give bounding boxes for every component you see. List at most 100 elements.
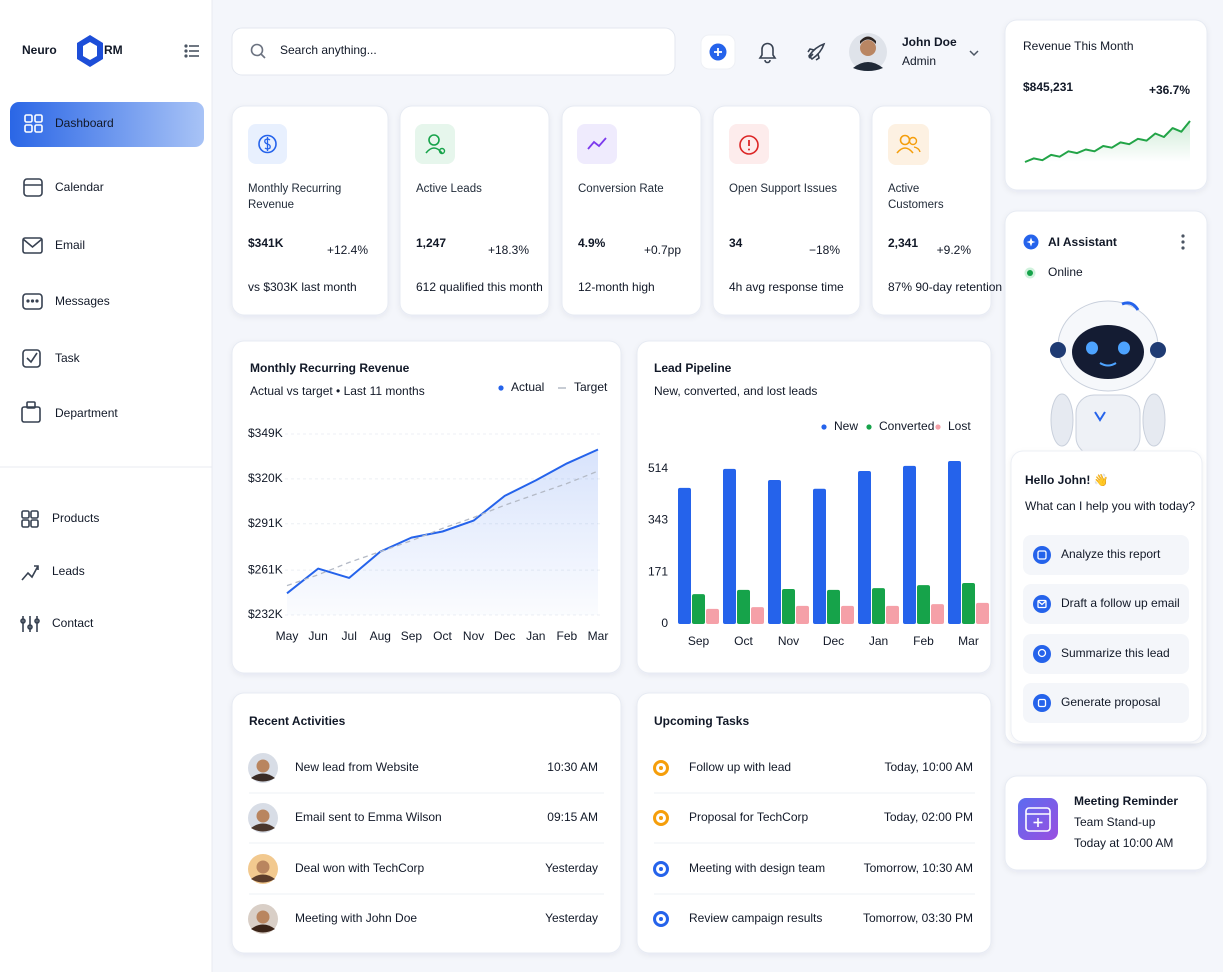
nav-item[interactable]: Dashboard <box>55 116 114 130</box>
nav-item[interactable]: Task <box>55 351 81 365</box>
task-status-dot <box>659 867 663 871</box>
kpi-change: +0.7pp <box>644 243 681 257</box>
kpi-note: 612 qualified this month <box>416 280 543 294</box>
kpi-value: 1,247 <box>416 236 446 250</box>
kpi-value: $341K <box>248 236 284 250</box>
chart-subtitle: New, converted, and lost leads <box>654 384 817 398</box>
notification-button[interactable] <box>758 42 777 64</box>
kpi-change: −18% <box>809 243 840 257</box>
bar <box>782 588 795 624</box>
user-avatar[interactable] <box>849 33 887 71</box>
x-tick-label: Sep <box>401 629 423 643</box>
x-tick-label: Oct <box>433 629 452 643</box>
kpi-icons <box>248 124 929 165</box>
card-title: Upcoming Tasks <box>654 714 749 728</box>
status-dot <box>1027 270 1033 276</box>
assistant-actions[interactable] <box>1023 535 1189 723</box>
activity-time: 10:30 AM <box>547 760 598 774</box>
kpi-title-box: Monthly Recurring Revenue <box>248 183 342 211</box>
x-tick-label: Jan <box>869 634 888 648</box>
bar <box>886 605 899 624</box>
x-tick-label: Aug <box>370 629 391 643</box>
x-tick-label: Feb <box>913 634 934 648</box>
legend-swatch <box>498 385 504 391</box>
nav-item[interactable]: Products <box>52 511 99 525</box>
nav-item[interactable]: Calendar <box>55 180 104 194</box>
assistant-prompt: What can I help you with today? <box>1025 499 1195 513</box>
action-icons <box>1033 546 1051 712</box>
search-box[interactable] <box>231 27 676 76</box>
bar <box>841 605 854 624</box>
bar <box>931 604 944 624</box>
task-status-dot <box>659 917 663 921</box>
user-name: John Doe <box>902 35 957 49</box>
kpi-title-box: Conversion Rate <box>578 183 664 195</box>
revenue-title: Revenue This Month <box>1023 39 1134 53</box>
y-tick-label: $320K <box>248 471 283 485</box>
activity-avatar-body <box>251 823 275 832</box>
kpi-title-box: Active Customers <box>888 183 944 211</box>
nav-item[interactable]: Department <box>55 406 118 420</box>
brand-prefix: Neuro <box>22 43 57 57</box>
assistant-icon-spark <box>1026 237 1036 247</box>
x-tick-label: Jul <box>342 629 357 643</box>
task-text: Follow up with lead <box>689 760 791 774</box>
bar <box>917 585 930 624</box>
bar <box>751 607 764 624</box>
kpi-change: +9.2% <box>937 243 972 257</box>
activity-avatar-face <box>256 910 270 924</box>
task-time: Tomorrow, 10:30 AM <box>864 861 973 875</box>
bar <box>678 487 691 624</box>
activity-text: Deal won with TechCorp <box>295 861 425 875</box>
task-status-dot <box>659 766 663 770</box>
nav-item[interactable]: Leads <box>52 564 85 578</box>
kpi-note: vs $303K last month <box>248 280 357 294</box>
bar <box>962 582 975 624</box>
search-icon <box>250 43 266 59</box>
activity-avatar-body <box>251 773 275 782</box>
reminder-title: Meeting Reminder <box>1074 794 1178 808</box>
kpi-value: 4.9% <box>578 236 606 250</box>
kpi-value: 34 <box>729 236 743 250</box>
revenue-value: $845,231 <box>1023 80 1073 94</box>
brand-suffix: RM <box>104 43 123 57</box>
nav-item[interactable]: Email <box>55 238 85 252</box>
add-plus <box>714 48 722 56</box>
assistant-action[interactable]: Analyze this report <box>1061 547 1161 561</box>
x-tick-label: Nov <box>778 634 799 648</box>
task-time: Tomorrow, 03:30 PM <box>863 911 973 925</box>
activity-time: 09:15 AM <box>547 810 598 824</box>
activity-text: Email sent to Emma Wilson <box>295 810 442 824</box>
bar <box>903 465 916 624</box>
kpi-title: Monthly Recurring Revenue <box>248 183 342 211</box>
kpi-note: 12-month high <box>578 280 655 294</box>
user-role: Admin <box>902 54 936 68</box>
bar <box>976 602 989 624</box>
nav-active[interactable] <box>10 102 204 147</box>
line-series <box>1024 120 1191 163</box>
legend-label: Lost <box>948 419 971 433</box>
assistant-action[interactable]: Generate proposal <box>1061 695 1160 709</box>
activity-avatar-face <box>256 860 270 874</box>
assistant-action[interactable]: Summarize this lead <box>1061 646 1170 660</box>
x-tick-label: May <box>276 629 299 643</box>
x-tick-label: Jan <box>526 629 545 643</box>
nav-item[interactable]: Messages <box>55 294 110 308</box>
card-title: Recent Activities <box>249 714 346 728</box>
line-series <box>286 448 599 595</box>
legend-swatch <box>821 424 827 430</box>
y-tick-label: $291K <box>248 516 283 530</box>
bar <box>872 588 885 624</box>
assistant-status: Online <box>1048 265 1083 279</box>
nav-icon <box>24 114 43 133</box>
menu-toggle[interactable] <box>184 44 199 58</box>
assistant-action[interactable]: Draft a follow up email <box>1061 596 1180 610</box>
nav-item[interactable]: Contact <box>52 616 94 630</box>
assistant-menu[interactable] <box>1181 234 1185 250</box>
user-menu-chevron[interactable] <box>969 50 979 57</box>
task-time: Today, 10:00 AM <box>885 760 974 774</box>
launch-button[interactable] <box>807 42 826 61</box>
kpi-title-box: Open Support Issues <box>729 183 837 195</box>
x-tick-label: Dec <box>823 634 844 648</box>
